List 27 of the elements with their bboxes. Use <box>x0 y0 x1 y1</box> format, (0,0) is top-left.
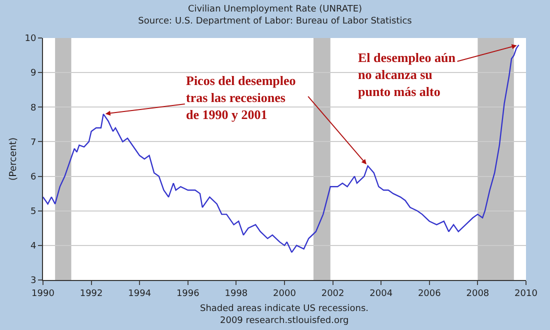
y-tick-label: 5 <box>30 207 36 218</box>
annotation: Picos del desempleo tras las recesiones de 1990 y 2001 <box>186 73 296 122</box>
x-tick-label: 1990 <box>32 288 55 299</box>
y-tick-label: 9 <box>30 68 36 79</box>
x-tick-label: 2010 <box>514 288 538 299</box>
x-tick-label: 2000 <box>273 288 296 299</box>
y-tick-label: 7 <box>30 138 36 148</box>
x-tick-label: 1998 <box>224 288 248 299</box>
x-tick-label: 2006 <box>418 288 442 299</box>
y-tick-label: 6 <box>30 172 36 182</box>
chart-title: Civilian Unemployment Rate (UNRATE) <box>188 4 362 15</box>
x-tick-label: 2008 <box>466 288 490 299</box>
line-series <box>43 44 520 253</box>
chart-subtitle: Source: U.S. Department of Labor: Bureau of Labor Statistics <box>138 16 412 26</box>
x-tick-label: 1992 <box>80 288 103 299</box>
y-axis-title: (Percent) <box>8 137 19 181</box>
x-tick-label: 2004 <box>370 288 393 299</box>
y-tick-label: 10 <box>24 34 36 44</box>
x-tick-label: 1996 <box>176 288 200 299</box>
annotation: El desempleo aún no alcanza su punto más alto <box>358 50 456 99</box>
y-tick-label: 4 <box>30 242 36 252</box>
y-tick-label: 8 <box>30 103 36 114</box>
x-tick-label: 1994 <box>128 288 152 299</box>
text: 2009 research.stlouisfed.org <box>220 316 349 326</box>
y-tick-label: 3 <box>30 276 36 286</box>
text: Shaded areas indicate US recessions. <box>200 304 369 314</box>
x-tick-label: 2002 <box>321 288 344 299</box>
